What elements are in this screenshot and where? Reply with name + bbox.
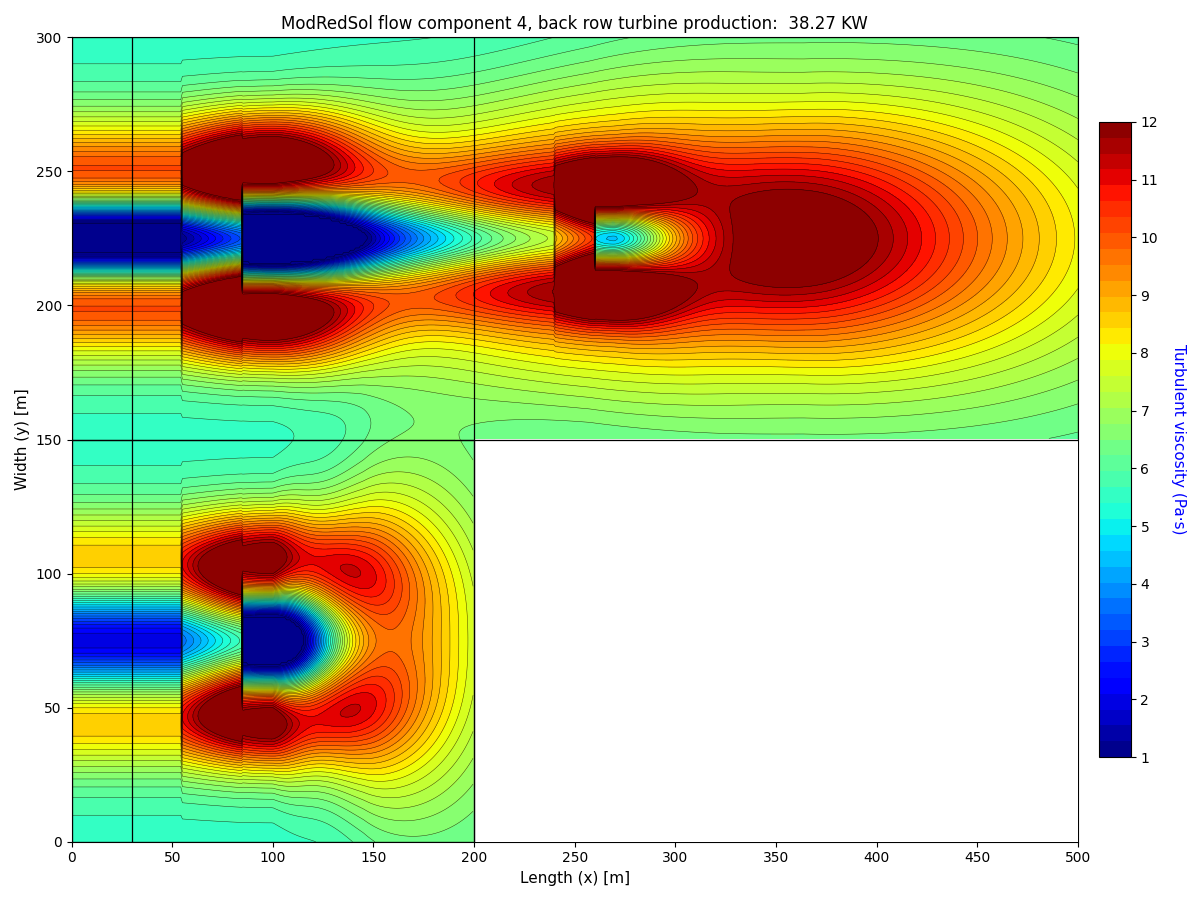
- Y-axis label: Turbulent viscosity (Pa·s): Turbulent viscosity (Pa·s): [1171, 344, 1187, 535]
- Bar: [474, 440, 1077, 842]
- Title: ModRedSol flow component 4, back row turbine production:  38.27 KW: ModRedSol flow component 4, back row tur…: [281, 15, 868, 33]
- X-axis label: Length (x) [m]: Length (x) [m]: [520, 871, 629, 886]
- Y-axis label: Width (y) [m]: Width (y) [m]: [14, 388, 30, 490]
